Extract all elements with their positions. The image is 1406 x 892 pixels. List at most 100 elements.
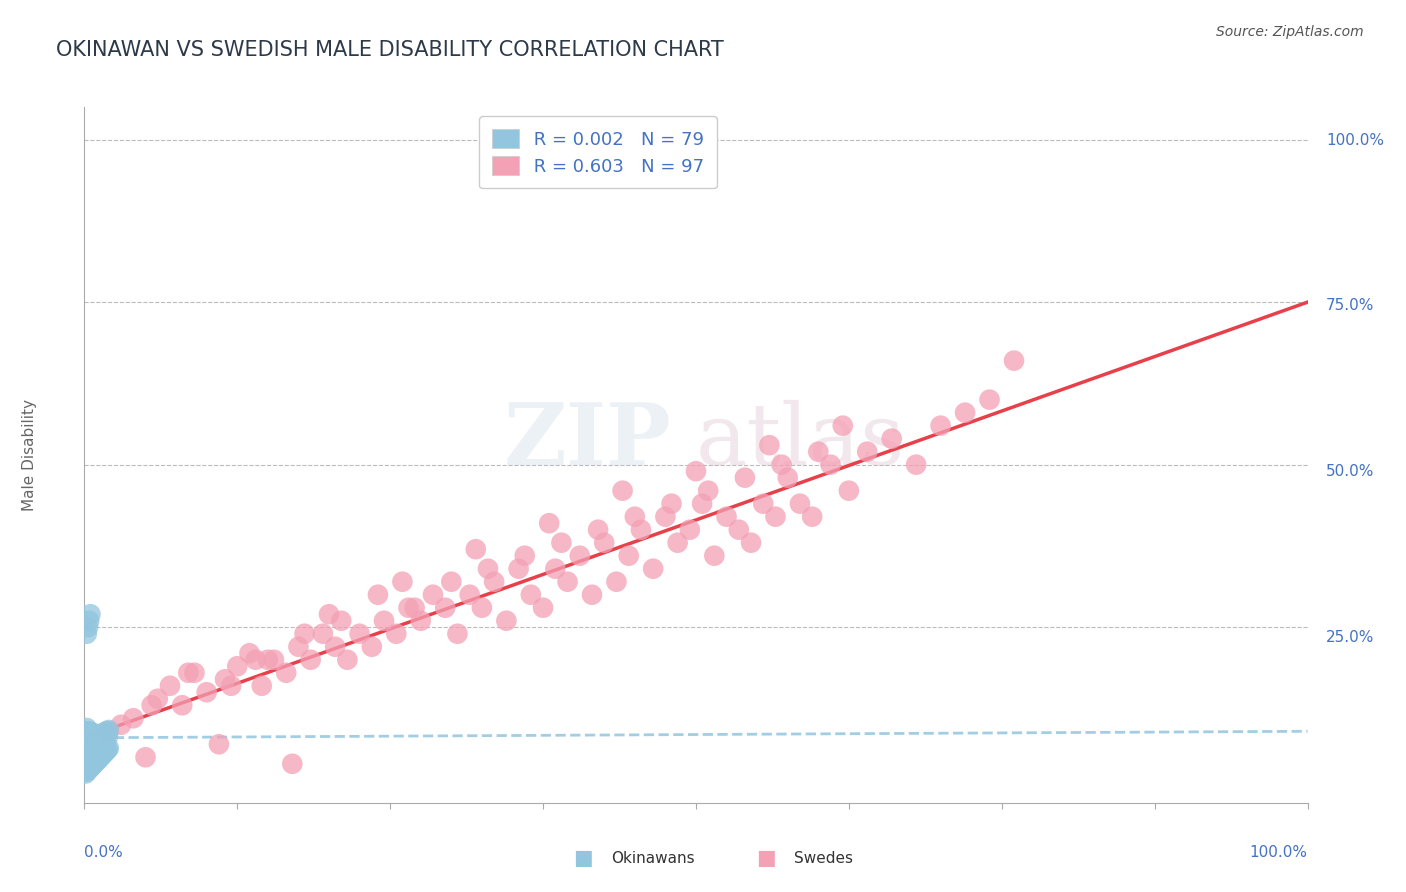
Point [96,744,118,758]
Point [86,754,108,768]
Point [245,653,267,667]
Point [77,737,100,751]
Point [90,728,112,742]
Point [495,614,517,628]
Point [208,737,231,751]
Point [373,614,395,628]
Point [87,739,110,753]
Point [86,739,108,754]
Point [77,725,100,739]
Point [765,509,787,524]
Point [789,497,811,511]
Point [79,734,101,748]
Point [97,723,120,737]
Point [409,614,432,628]
Point [75,731,97,745]
Point [86,727,108,741]
Point [110,718,132,732]
Point [90,749,112,764]
Point [76,747,98,761]
Point [263,653,285,667]
Point [77,751,100,765]
Point [605,574,627,589]
Text: 25.0%: 25.0% [1326,630,1374,645]
Point [83,730,105,744]
Point [80,732,103,747]
Point [76,740,98,755]
Point [740,535,762,549]
Point [80,739,103,753]
Point [330,614,353,628]
Point [1002,353,1025,368]
Point [75,766,97,780]
Point [586,523,609,537]
Point [513,549,536,563]
Point [281,756,304,771]
Point [177,665,200,680]
Point [446,626,468,640]
Point [776,471,799,485]
Text: Male Disability: Male Disability [22,399,37,511]
Point [434,600,457,615]
Point [568,549,591,563]
Text: Swedes: Swedes [794,851,853,865]
Point [89,730,111,744]
Point [82,731,104,745]
Point [477,562,499,576]
Point [77,745,100,759]
Point [391,574,413,589]
Point [349,626,371,640]
Text: 50.0%: 50.0% [1326,464,1374,479]
Point [685,464,707,478]
Point [367,588,389,602]
Point [661,497,683,511]
Point [323,640,346,654]
Point [482,574,505,589]
Point [398,600,420,615]
Point [508,562,530,576]
Point [703,549,725,563]
Point [97,731,120,745]
Point [93,725,115,739]
Point [77,739,100,753]
Point [76,721,98,735]
Point [422,588,444,602]
Point [77,620,100,634]
Point [557,574,579,589]
Point [404,600,426,615]
Point [831,418,853,433]
Point [612,483,634,498]
Point [770,458,793,472]
Point [87,732,110,747]
Text: ■: ■ [756,848,776,868]
Text: 100.0%: 100.0% [1326,133,1384,148]
Point [550,535,572,549]
Text: 0.0%: 0.0% [84,845,124,860]
Point [318,607,340,622]
Point [76,764,98,779]
Point [520,588,543,602]
Point [76,734,98,748]
Point [471,600,494,615]
Point [544,562,567,576]
Point [79,761,101,775]
Point [77,724,100,739]
Point [91,733,114,747]
Point [84,734,107,748]
Point [953,406,976,420]
Point [77,764,100,778]
Point [80,725,103,739]
Point [86,733,108,747]
Point [690,497,713,511]
Point [87,731,110,745]
Point [122,711,145,725]
Point [89,736,111,750]
Point [146,691,169,706]
Point [643,562,665,576]
Point [758,438,780,452]
Point [77,731,100,745]
Point [94,732,117,747]
Point [77,614,100,628]
Point [820,458,842,472]
Point [214,672,236,686]
